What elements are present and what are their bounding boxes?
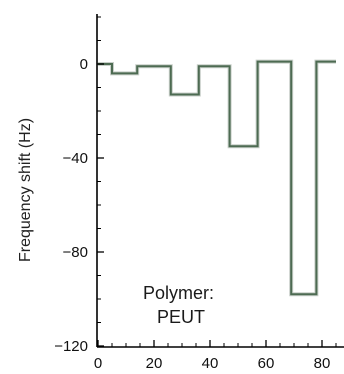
ticks: 0 20 40 60 80 0 −40 −80 −120	[54, 16, 337, 372]
x-tick-label: 40	[202, 355, 219, 372]
series-line	[98, 60, 336, 296]
y-tick-label: −40	[63, 150, 88, 167]
axes	[96, 14, 344, 348]
series-line-halo	[98, 59, 336, 297]
y-tick-label: −120	[54, 338, 88, 355]
plot-area	[98, 59, 336, 297]
y-axis-title: Frequency shift (Hz)	[17, 118, 34, 262]
annotation-line-2: PEUT	[157, 307, 205, 327]
y-tick-label: −80	[63, 244, 88, 261]
x-tick-label: 20	[146, 355, 163, 372]
x-tick-label: 60	[258, 355, 275, 372]
annotation-line-1: Polymer:	[143, 283, 214, 303]
x-tick-label: 80	[314, 355, 331, 372]
y-tick-label: 0	[80, 56, 88, 73]
x-tick-label: 0	[94, 355, 102, 372]
